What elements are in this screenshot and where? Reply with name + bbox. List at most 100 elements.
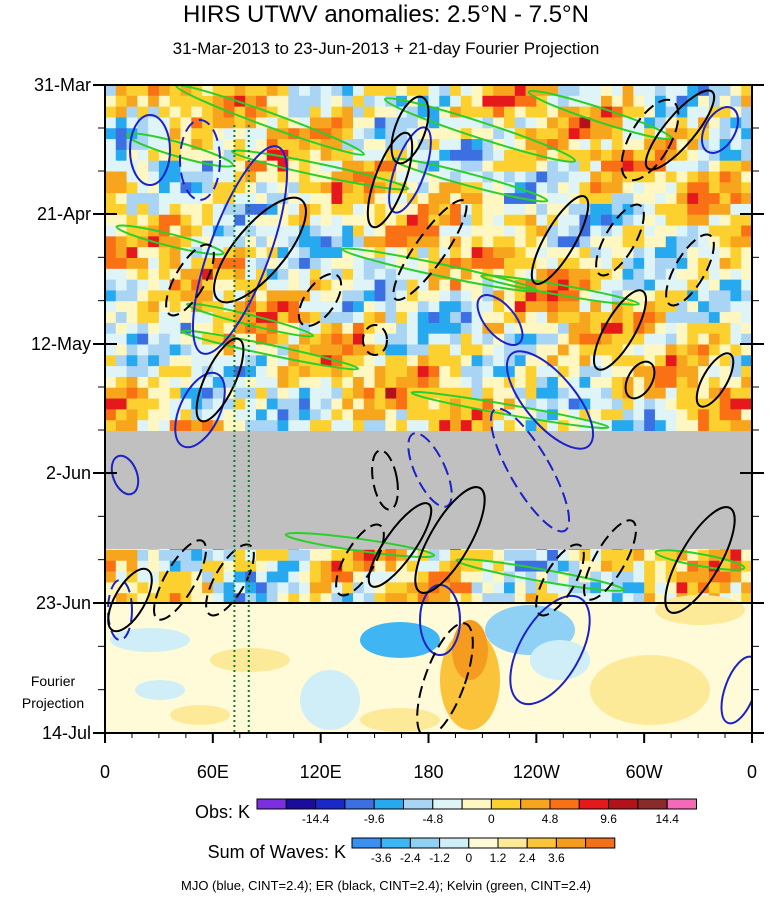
heatmap-cell (644, 398, 656, 410)
heatmap-cell (493, 214, 505, 227)
heatmap-cell (245, 322, 257, 335)
heatmap-cell (406, 593, 419, 604)
heatmap-cell (245, 95, 257, 108)
heatmap-cell (255, 236, 268, 248)
heatmap-cell (406, 247, 419, 259)
heatmap-cell (309, 279, 322, 292)
heatmap-cell (503, 387, 516, 400)
heatmap-cell (385, 85, 397, 97)
heatmap-cell (471, 279, 484, 292)
heatmap-cell (633, 355, 645, 367)
heatmap-cell (730, 387, 742, 400)
heatmap-cell (536, 225, 548, 237)
heatmap-cell (342, 225, 354, 237)
heatmap-cell (428, 236, 440, 248)
heatmap-cell (374, 290, 386, 302)
heatmap-cell (277, 247, 289, 259)
heatmap-cell (601, 387, 613, 400)
heatmap-cell (115, 203, 128, 216)
heatmap-cell (482, 193, 494, 205)
heatmap-cell (557, 387, 570, 400)
heatmap-cell (406, 420, 419, 432)
heatmap-cell (708, 333, 721, 346)
heatmap-cell (514, 398, 527, 410)
heatmap-cell (158, 344, 171, 356)
heatmap-cell (353, 355, 365, 367)
heatmap-cell (245, 160, 257, 173)
heatmap-cell (202, 149, 214, 162)
heatmap-cell (342, 376, 354, 389)
heatmap-cell (374, 236, 386, 248)
heatmap-cell (428, 593, 440, 604)
heatmap-cell (363, 214, 376, 227)
heatmap-cell (493, 376, 505, 389)
heatmap-cell (633, 171, 645, 183)
heatmap-cell (180, 247, 192, 259)
heatmap-cell (137, 409, 149, 421)
heatmap-cell (601, 398, 613, 410)
heatmap-cell (450, 279, 462, 292)
heatmap-cell (719, 582, 732, 594)
heatmap-cell (126, 258, 138, 270)
heatmap-cell (320, 301, 333, 313)
heatmap-cell (482, 182, 494, 194)
heatmap-cell (115, 117, 128, 129)
heatmap-cell (665, 214, 678, 227)
heatmap-cell (568, 279, 581, 292)
heatmap-cell (428, 366, 440, 378)
heatmap-cell (417, 355, 430, 367)
heatmap-cell (579, 225, 591, 237)
heatmap-cell (406, 268, 419, 281)
heatmap-cell (525, 376, 537, 389)
heatmap-cell (331, 290, 343, 302)
heatmap-cell (665, 409, 678, 421)
heatmap-cell (417, 301, 430, 313)
heatmap-cell (105, 128, 117, 140)
heatmap-cell (730, 171, 742, 183)
heatmap-cell (708, 398, 721, 410)
heatmap-cell (471, 160, 484, 173)
heatmap-cell (741, 95, 752, 108)
heatmap-cell (288, 171, 300, 183)
heatmap-cell (363, 560, 376, 573)
colorbar-box (497, 837, 528, 849)
heatmap-cell (342, 258, 354, 270)
heatmap-cell (428, 279, 440, 292)
heatmap-cell (255, 420, 268, 432)
heatmap-cell (105, 560, 117, 573)
heatmap-cell (202, 549, 214, 562)
heatmap-cell (654, 182, 667, 194)
heatmap-cell (579, 258, 591, 270)
heatmap-cell (396, 290, 408, 302)
heatmap-cell (331, 322, 343, 335)
heatmap-cell (503, 236, 516, 248)
er-contour (664, 506, 736, 614)
heatmap-cell (460, 549, 473, 562)
heatmap-cell (601, 549, 613, 562)
heatmap-cell (557, 322, 570, 335)
heatmap-cell (590, 128, 602, 140)
heatmap-cell (439, 160, 451, 173)
heatmap-cell (126, 312, 138, 324)
colorbar-tick-label: 4.8 (542, 812, 559, 826)
heatmap-cell (568, 117, 581, 129)
heatmap-cell (202, 301, 214, 313)
heatmap-cell (741, 560, 752, 573)
er-contour (371, 449, 399, 511)
er-contour (416, 622, 474, 733)
heatmap-cell (568, 571, 581, 583)
heatmap-cell (342, 182, 354, 194)
heatmap-cell (342, 193, 354, 205)
heatmap-cell (471, 236, 484, 248)
heatmap-cell (579, 312, 591, 324)
heatmap-cell (374, 376, 386, 389)
heatmap-cell (202, 420, 214, 432)
heatmap-cell (708, 344, 721, 356)
heatmap-cell (299, 301, 311, 313)
heatmap-cell (460, 409, 473, 421)
heatmap-cell (374, 409, 386, 421)
heatmap-cell (622, 258, 634, 270)
heatmap-cell (450, 171, 462, 183)
projection-anomaly-patch (110, 628, 190, 652)
heatmap-cell (320, 366, 333, 378)
